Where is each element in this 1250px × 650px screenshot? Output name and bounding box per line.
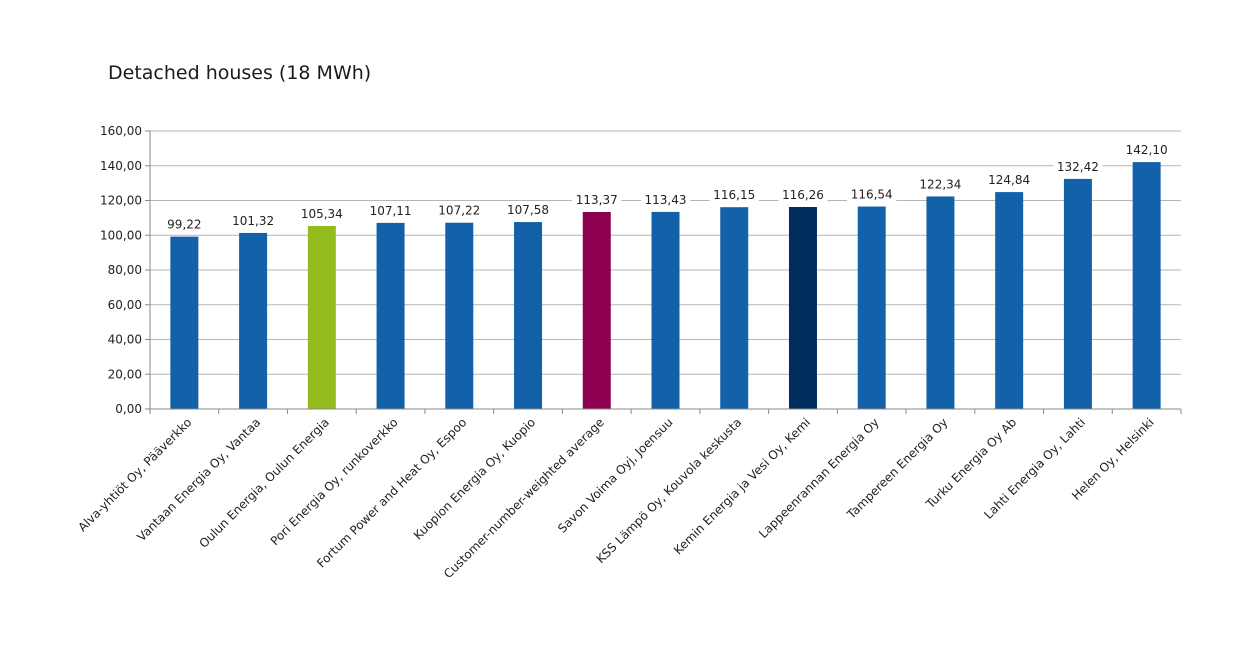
data-label: 99,22 xyxy=(167,218,201,232)
data-label-background xyxy=(778,186,828,203)
category-label: Lappeenrannan Energia Oy xyxy=(756,415,882,541)
y-tick-label: 120,00 xyxy=(100,194,142,208)
data-label-background xyxy=(847,186,897,203)
data-label: 116,15 xyxy=(713,188,755,202)
bars xyxy=(170,162,1161,409)
bar xyxy=(239,232,268,409)
axes xyxy=(149,131,1182,414)
data-label-background xyxy=(228,212,278,229)
data-label-background xyxy=(915,176,966,193)
y-axis-ticks: 0,00 20,00 40,00 60,00 80,00 100,00 120,00 140,… xyxy=(100,124,150,416)
data-label: 116,26 xyxy=(782,188,824,202)
y-tick-label: 20,00 xyxy=(108,367,142,381)
category-label: Kemin Energia ja Vesi Oy, Kemi xyxy=(671,415,813,557)
y-tick-label: 0,00 xyxy=(115,402,142,416)
data-label: 113,43 xyxy=(645,193,687,207)
y-tick-label: 140,00 xyxy=(100,159,142,173)
data-label-background xyxy=(640,191,691,208)
data-label: 116,54 xyxy=(851,188,893,202)
bar xyxy=(376,222,405,409)
bar xyxy=(445,222,474,409)
bar xyxy=(995,192,1024,409)
chart-title: Detached houses (18 MWh) xyxy=(108,62,372,84)
category-label: Fortum Power and Heat Oy, Espoo xyxy=(314,415,469,570)
data-label: 107,11 xyxy=(370,204,412,218)
data-label: 105,34 xyxy=(301,207,343,221)
data-label: 132,42 xyxy=(1057,160,1099,174)
category-label: KSS Lämpö Oy, Kouvola keskusta xyxy=(593,415,744,566)
data-labels: 99,22 101,32 105,34 107,11 107,22 107,58 113,3… xyxy=(163,142,1172,233)
data-label: 124,84 xyxy=(988,173,1030,187)
data-label-background xyxy=(1122,142,1172,159)
data-label: 113,37 xyxy=(576,193,618,207)
data-label-background xyxy=(503,202,553,219)
bar xyxy=(651,211,680,409)
data-label: 107,22 xyxy=(438,204,480,218)
category-label: Vantaan Energia Oy, Vantaa xyxy=(134,415,263,544)
bar xyxy=(170,236,199,409)
bar xyxy=(514,222,543,409)
data-label-background xyxy=(297,205,347,222)
bar xyxy=(1132,162,1161,409)
category-label: Savon Voima Oyj, Joensuu xyxy=(555,415,676,536)
data-label-background xyxy=(984,172,1034,189)
data-label-background xyxy=(434,202,484,219)
data-label-background xyxy=(365,202,416,219)
bar xyxy=(720,207,749,409)
data-label-background xyxy=(163,216,206,233)
y-tick-label: 100,00 xyxy=(100,228,142,242)
y-tick-label: 80,00 xyxy=(108,263,142,277)
category-label: Pori Energia Oy, runkoverkko xyxy=(268,415,401,548)
bar xyxy=(1063,178,1092,409)
category-label: Oulun Energia, Oulun Energia xyxy=(196,415,332,551)
data-label: 107,58 xyxy=(507,203,549,217)
category-label: Kuopion Energia Oy, Kuopio xyxy=(411,415,538,542)
data-label-background xyxy=(572,192,622,209)
bar xyxy=(582,212,611,409)
category-label: Alva-yhtiöt Oy, Pääverkko xyxy=(75,415,194,534)
bar xyxy=(857,206,886,409)
bar xyxy=(788,206,817,409)
y-tick-label: 160,00 xyxy=(100,124,142,138)
bar xyxy=(926,196,955,409)
data-label-background xyxy=(1053,158,1103,175)
y-tick-label: 60,00 xyxy=(108,298,142,312)
data-label-background xyxy=(709,187,759,204)
bar xyxy=(307,225,336,409)
data-label: 122,34 xyxy=(919,177,961,191)
y-tick-label: 40,00 xyxy=(108,333,142,347)
data-label: 142,10 xyxy=(1126,143,1168,157)
data-label: 101,32 xyxy=(232,214,274,228)
